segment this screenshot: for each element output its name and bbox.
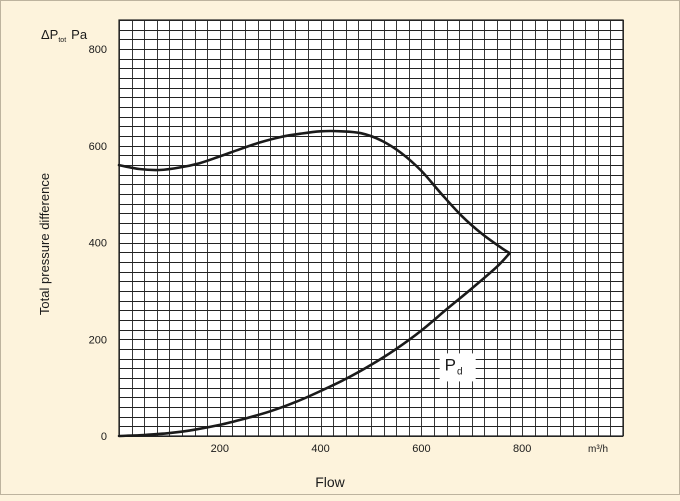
pd-annotation-background bbox=[439, 353, 476, 382]
y-unit-text: Pa bbox=[71, 27, 88, 42]
pressure-curve-upper bbox=[117, 129, 511, 255]
x-tick-label: 800 bbox=[513, 443, 531, 455]
curves bbox=[117, 129, 511, 438]
plot-border bbox=[118, 19, 624, 437]
y-unit-subscript: tot bbox=[58, 37, 66, 44]
y-tick-label: 200 bbox=[89, 334, 107, 346]
y-tick-label: 600 bbox=[89, 141, 107, 153]
x-tick-label: 400 bbox=[311, 443, 329, 455]
y-axis-title: Total pressure difference bbox=[37, 173, 52, 315]
y-unit-label: ΔPtot Pa bbox=[41, 27, 88, 44]
pd-label: Pd bbox=[445, 355, 463, 377]
y-unit-symbol: ΔP bbox=[41, 27, 58, 42]
pd-label-subscript: d bbox=[457, 366, 463, 377]
y-tick-label: 800 bbox=[89, 44, 107, 56]
pd-label-main: P bbox=[445, 355, 456, 374]
pressure-curve-lower bbox=[117, 251, 511, 438]
x-tick-label: 200 bbox=[211, 443, 229, 455]
plot-area bbox=[119, 20, 623, 436]
y-tick-label: 0 bbox=[101, 431, 107, 443]
x-tick-label: 600 bbox=[412, 443, 430, 455]
pd-annotation: Pd bbox=[439, 353, 476, 382]
grid-lines bbox=[118, 19, 624, 437]
tick-labels: 200 400 600 800 0 200 400 600 800 bbox=[89, 44, 532, 455]
y-tick-label: 400 bbox=[89, 238, 107, 250]
x-unit-label: m³/h bbox=[588, 444, 608, 455]
x-axis-title: Flow bbox=[315, 474, 345, 490]
